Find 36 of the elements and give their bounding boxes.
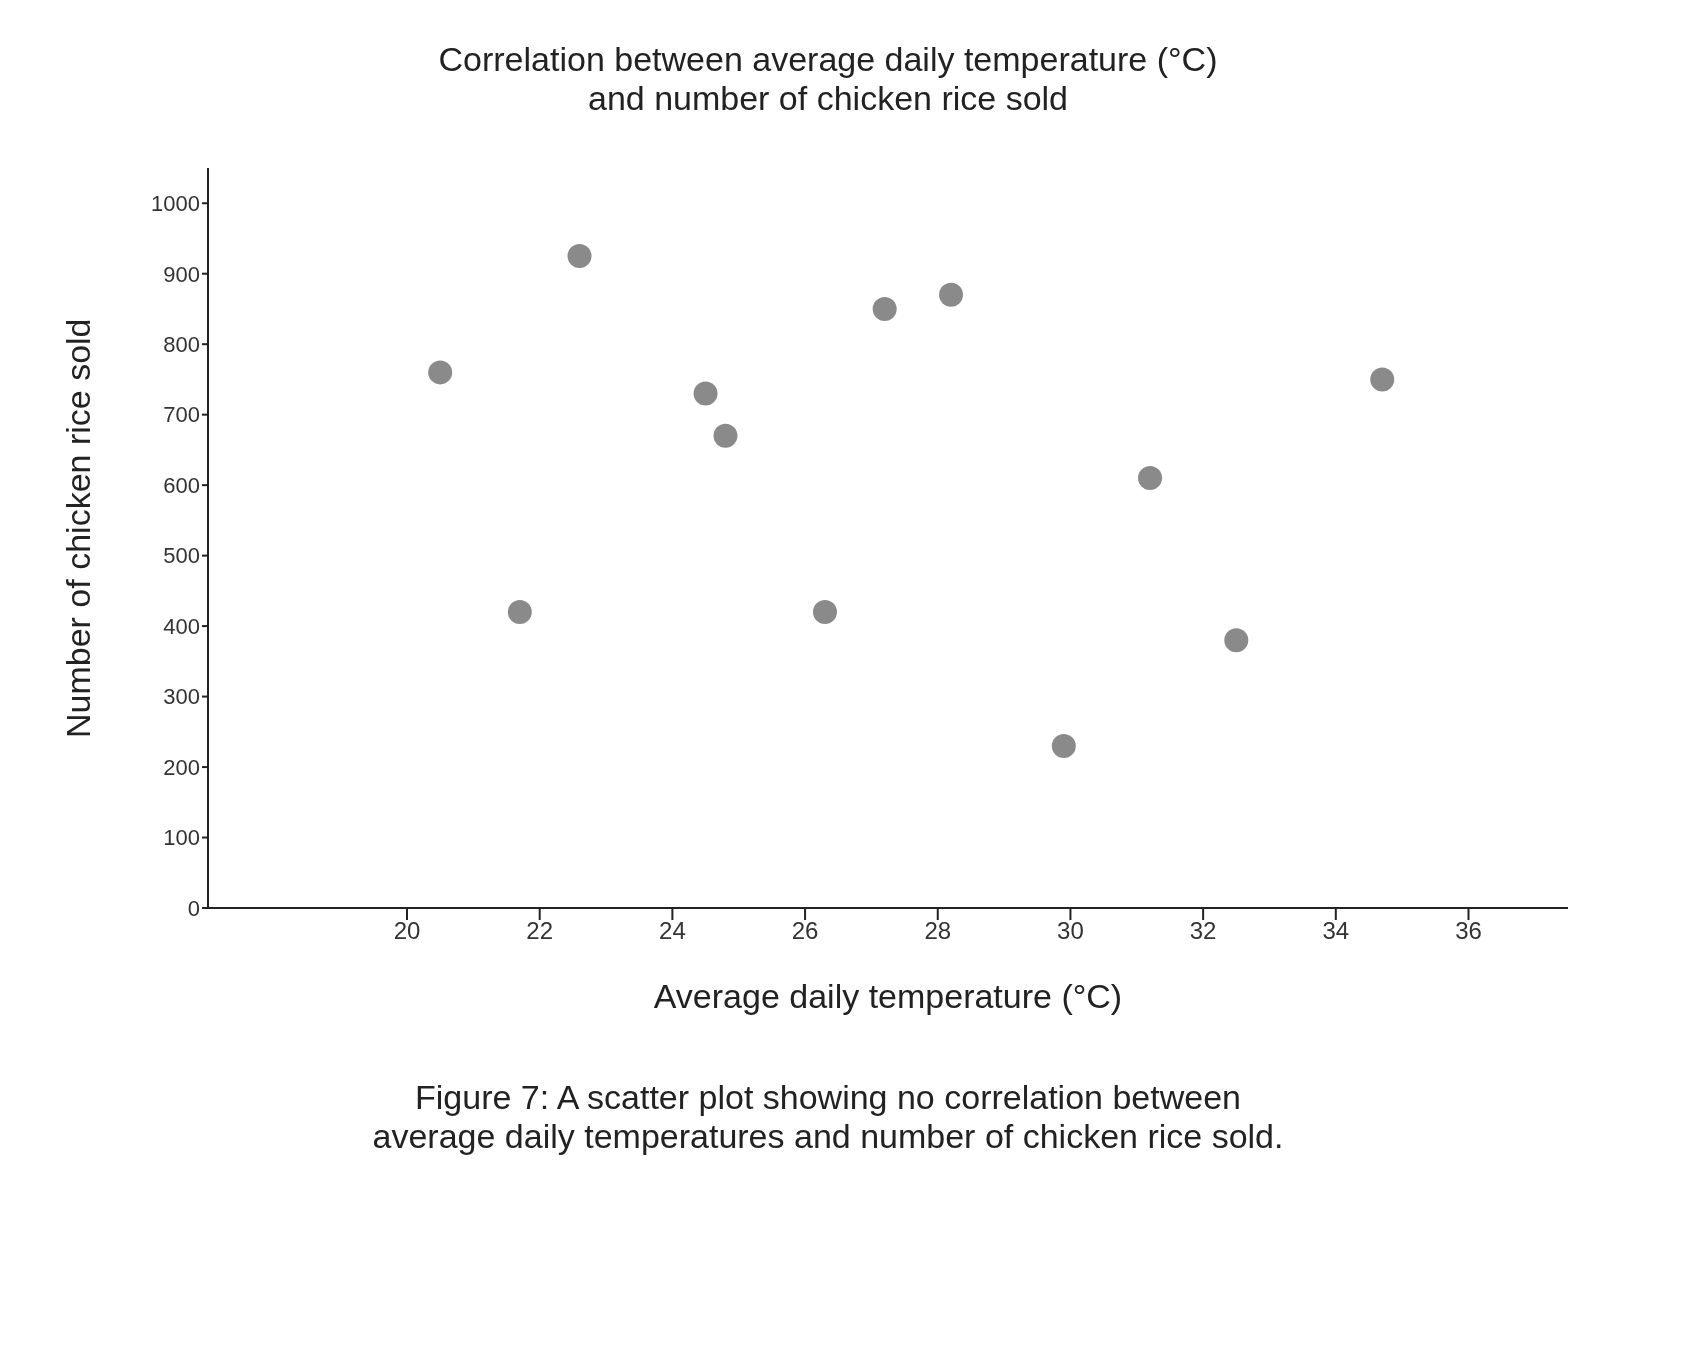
y-tick-label: 0 bbox=[187, 895, 200, 921]
x-tick-label: 28 bbox=[924, 917, 952, 945]
x-tick-label: 34 bbox=[1322, 917, 1350, 945]
point bbox=[872, 296, 897, 321]
y-axis-title: Number of chicken rice sold bbox=[59, 318, 98, 738]
y-tick-label: 900 bbox=[163, 261, 200, 287]
point bbox=[567, 244, 592, 269]
point bbox=[939, 282, 964, 307]
point bbox=[1224, 628, 1249, 653]
y-tick-label: 600 bbox=[163, 472, 200, 498]
y-tick-label: 700 bbox=[163, 402, 200, 428]
y-tick-label: 400 bbox=[163, 613, 200, 639]
y-tick-label: 800 bbox=[163, 332, 200, 357]
caption: Figure 7: A scatter plot showing no correlation between average daily temperatures and number of chicken rice sold. bbox=[371, 1078, 1285, 1156]
point bbox=[1051, 733, 1076, 758]
point bbox=[693, 381, 718, 406]
x-tick-label: 26 bbox=[791, 917, 819, 945]
x-tick-label: 22 bbox=[526, 917, 554, 945]
point bbox=[1138, 466, 1163, 491]
point bbox=[1370, 367, 1395, 392]
chart-title: Correlation between average daily temperature (°C) and number of chicken rice sold bbox=[437, 40, 1219, 118]
y-tick-label: 500 bbox=[163, 543, 200, 569]
point bbox=[507, 600, 532, 624]
x-tick-label: 24 bbox=[659, 917, 686, 945]
point bbox=[812, 600, 837, 624]
x-tick-label: 20 bbox=[393, 917, 421, 945]
point bbox=[428, 360, 453, 385]
x-axis-title: Average daily temperature (°C) bbox=[653, 977, 1123, 1015]
x-tick-label: 30 bbox=[1057, 917, 1084, 945]
x-tick-label: 32 bbox=[1189, 917, 1217, 945]
y-tick-label: 300 bbox=[163, 684, 200, 710]
y-tick-label: 1000 bbox=[151, 191, 200, 217]
point bbox=[713, 423, 738, 448]
y-tick-label: 200 bbox=[163, 754, 200, 780]
x-tick-label: 36 bbox=[1455, 917, 1482, 945]
y-tick-label: 100 bbox=[163, 825, 200, 851]
